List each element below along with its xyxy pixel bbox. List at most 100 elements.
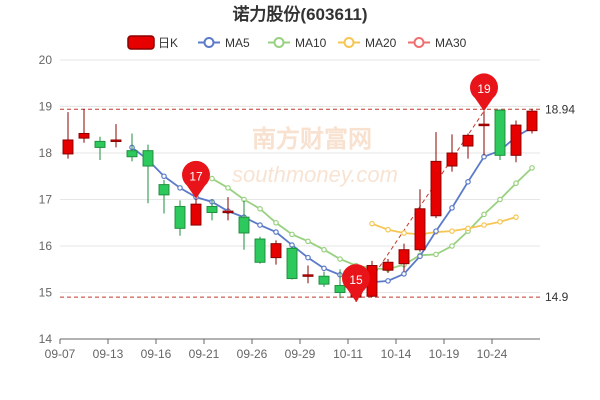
candle-20 xyxy=(382,259,394,273)
candle-body xyxy=(334,285,346,293)
candle-body xyxy=(270,243,282,259)
x-tick-label: 10-11 xyxy=(333,347,363,361)
ma5-point xyxy=(433,228,439,234)
candle-body xyxy=(78,132,90,139)
legend-marker-icon xyxy=(413,37,425,48)
x-tick-label: 09-21 xyxy=(189,347,220,361)
ma5-point xyxy=(177,185,183,191)
y-tick-label: 15 xyxy=(39,286,53,300)
candle-10 xyxy=(222,197,234,221)
legend-item-ma10[interactable]: MA10 xyxy=(268,36,327,50)
y-axis: 14 15 16 17 18 19 20 xyxy=(39,53,53,346)
candle-4 xyxy=(126,133,138,162)
reference-lines: 18.94 14.9 xyxy=(60,102,575,304)
ma5-point xyxy=(161,173,167,180)
ma20-point xyxy=(449,228,455,234)
ma10-point xyxy=(273,219,279,226)
candle-15 xyxy=(302,265,314,284)
candle-body xyxy=(286,247,298,280)
candle-29 xyxy=(526,108,538,134)
ma5-point xyxy=(449,205,455,211)
x-tick-label: 10-19 xyxy=(429,347,460,361)
ma20-point xyxy=(481,222,487,228)
ma20-point xyxy=(497,219,503,225)
candle-13 xyxy=(270,240,282,265)
candle-body xyxy=(110,139,122,142)
candle-7 xyxy=(174,200,186,236)
ma10-point xyxy=(257,206,263,212)
legend-item-ma20[interactable]: MA20 xyxy=(338,36,397,50)
ma10-point xyxy=(433,251,439,258)
candle-27 xyxy=(494,109,506,160)
legend-label: MA30 xyxy=(435,36,467,50)
pin-label: 17 xyxy=(189,170,203,184)
ma20-point xyxy=(465,225,471,232)
ma20-point xyxy=(401,230,407,236)
chart-title: 诺力股份(603611) xyxy=(232,4,367,24)
x-tick-label: 09-29 xyxy=(285,347,316,361)
y-tick-label: 14 xyxy=(39,332,53,346)
watermark: 南方财富网 southmoney.com xyxy=(232,125,398,187)
candle-body xyxy=(430,160,442,217)
candle-body xyxy=(190,203,202,226)
y-tick-label: 18 xyxy=(39,146,53,160)
ma20-point xyxy=(513,214,519,220)
watermark-en: southmoney.com xyxy=(232,162,398,187)
pin-marker-19: 19 xyxy=(470,73,498,112)
pin-shape xyxy=(181,160,210,199)
ma5-point xyxy=(385,278,391,284)
ma20-line xyxy=(371,216,517,236)
ma5-point xyxy=(321,265,327,272)
legend[interactable]: 日K MA5 MA10 MA20 MA30 xyxy=(127,35,467,50)
candle-body xyxy=(478,123,490,127)
ma10-point xyxy=(305,238,311,245)
ma20-point xyxy=(369,220,375,227)
y-tick-label: 17 xyxy=(39,193,53,207)
pin-label: 15 xyxy=(349,273,363,287)
legend-label: MA10 xyxy=(295,36,327,50)
watermark-cn: 南方财富网 xyxy=(252,125,372,153)
legend-marker-icon xyxy=(273,37,285,48)
legend-label: MA20 xyxy=(365,36,397,50)
legend-label: MA5 xyxy=(225,36,250,50)
x-tick-label: 09-16 xyxy=(141,347,172,361)
legend-item-日k[interactable]: 日K xyxy=(127,35,178,50)
candle-body xyxy=(158,184,170,196)
candle-body xyxy=(302,274,314,277)
candle-3 xyxy=(110,124,122,148)
x-tick-label: 10-24 xyxy=(477,347,508,361)
candle-5 xyxy=(142,144,154,204)
candle-body xyxy=(494,109,506,156)
candle-body xyxy=(142,150,154,167)
candle-body xyxy=(174,205,186,229)
candle-body xyxy=(510,124,522,156)
candle-2 xyxy=(94,136,106,160)
candle-body xyxy=(222,210,234,214)
ma10-point xyxy=(225,185,231,191)
x-tick-label: 09-26 xyxy=(237,347,268,361)
pin-shape xyxy=(342,264,371,302)
candle-body xyxy=(62,139,74,155)
ma5-point xyxy=(305,254,311,261)
candle-body xyxy=(206,205,218,214)
candle-6 xyxy=(158,179,170,214)
candle-body xyxy=(398,249,410,265)
legend-item-ma30[interactable]: MA30 xyxy=(408,36,467,50)
candle-0 xyxy=(62,112,74,159)
x-axis: 09-07 09-13 09-16 09-21 09-26 09-29 10-11 10-14… xyxy=(45,338,540,361)
ma5-point xyxy=(273,229,279,235)
candle-9 xyxy=(206,199,218,221)
candle-17 xyxy=(334,269,346,299)
candle-28 xyxy=(510,120,522,163)
pin-shape xyxy=(470,73,498,112)
legend-item-ma5[interactable]: MA5 xyxy=(198,36,250,50)
candle-body xyxy=(94,140,106,148)
extreme-pins: 17 15 19 xyxy=(181,73,498,302)
candle-body xyxy=(526,110,538,132)
ma10-point xyxy=(289,231,295,238)
ma5-point xyxy=(417,253,423,260)
candle-1 xyxy=(78,108,90,143)
candles xyxy=(62,108,538,302)
legend-label: 日K xyxy=(158,36,178,50)
